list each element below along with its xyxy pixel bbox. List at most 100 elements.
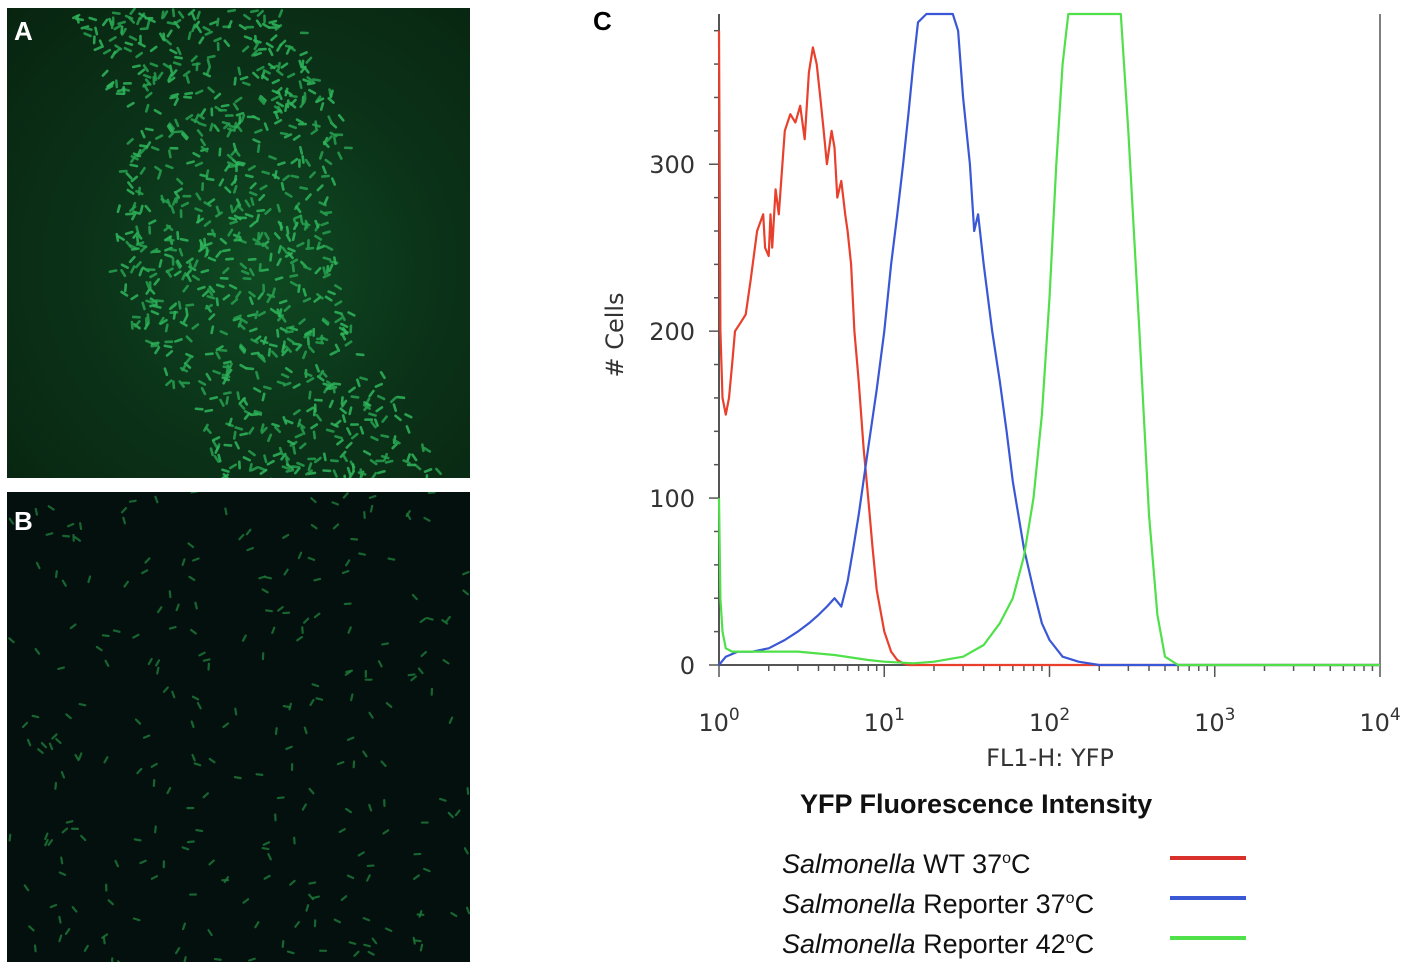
bacterium [450, 911, 458, 918]
bacterium [289, 280, 299, 287]
bacterium [301, 154, 305, 164]
bacterium [338, 828, 346, 834]
bacterium [221, 248, 231, 253]
bacterium [139, 204, 144, 214]
bacterium [165, 164, 174, 170]
bacterium [138, 243, 148, 249]
bacterium [204, 426, 212, 434]
bacterium [232, 159, 240, 166]
bacterium [8, 833, 12, 842]
bacterium [267, 852, 272, 861]
bacterium [345, 441, 353, 449]
bacterium [281, 940, 285, 949]
bacterium [232, 430, 237, 440]
bacterium [442, 659, 450, 665]
bacterium [125, 172, 133, 180]
bacterium [265, 609, 273, 613]
bacterium [234, 707, 238, 716]
bacterium [290, 763, 294, 772]
bacterium [301, 222, 311, 227]
bacterium [302, 297, 312, 303]
bacterium [34, 507, 39, 516]
bacterium [160, 198, 169, 204]
bacterium [181, 363, 187, 372]
bacterium [266, 459, 275, 466]
bacterium [261, 652, 265, 661]
bacterium [281, 246, 288, 255]
bacterium [134, 261, 142, 269]
bacterium [78, 752, 83, 760]
bacterium [314, 219, 320, 229]
bacterium [306, 76, 315, 83]
bacterium [250, 465, 259, 472]
bacterium [137, 68, 146, 76]
bacterium [199, 138, 206, 147]
bacterium [367, 950, 375, 956]
bacterium [222, 294, 231, 301]
bacterium [254, 310, 259, 320]
bacterium [250, 338, 259, 344]
bacterium [375, 406, 384, 413]
bacterium [448, 716, 454, 724]
bacterium [102, 936, 106, 945]
bacterium [273, 232, 281, 240]
bacterium [350, 423, 360, 426]
bacterium [336, 761, 345, 766]
bacterium [271, 78, 280, 85]
bacterium [126, 188, 135, 195]
bacterium [44, 832, 49, 841]
bacterium [445, 615, 451, 623]
bacterium [218, 147, 222, 157]
bacterium [141, 569, 149, 575]
bacterium [179, 320, 188, 327]
bacterium [343, 474, 347, 478]
bacterium [302, 78, 311, 84]
panel-label-b: B [14, 506, 33, 536]
bacterium [314, 234, 323, 241]
bacterium [174, 130, 184, 134]
bacterium [380, 434, 390, 439]
bacterium [191, 695, 200, 701]
bacterium [223, 39, 231, 48]
bacterium [170, 92, 180, 98]
bacterium [423, 446, 432, 453]
bacterium [320, 334, 324, 344]
bacterium [285, 233, 292, 242]
bacterium [139, 166, 146, 175]
bacterium [374, 382, 384, 388]
bacterium [262, 336, 268, 345]
bacterium [305, 193, 312, 201]
bacterium [420, 821, 429, 824]
bacterium [185, 303, 195, 307]
bacterium [174, 194, 180, 204]
bacterium [228, 164, 238, 169]
bacterium [357, 471, 367, 476]
bacterium [261, 22, 270, 29]
bacterium [307, 462, 313, 471]
bacterium [165, 379, 173, 387]
bacterium [266, 295, 273, 304]
bacterium [257, 47, 267, 51]
bacterium [181, 272, 187, 281]
bacterium [325, 245, 334, 251]
bacterium [172, 310, 177, 320]
bacterium [190, 720, 195, 729]
bacterium [261, 846, 270, 851]
bacterium [258, 575, 267, 580]
bacterium [105, 883, 108, 892]
bacterium [298, 80, 303, 90]
bacterium [302, 350, 307, 360]
bacterium [164, 340, 174, 344]
bacterium [101, 933, 109, 939]
bacterium [410, 675, 418, 682]
bacterium [299, 442, 307, 450]
bacterium [239, 344, 246, 353]
bacterium [224, 507, 228, 516]
bacterium [417, 667, 424, 675]
bacterium [324, 158, 333, 166]
bacterium [260, 426, 268, 434]
bacterium [404, 413, 413, 419]
bacterium [297, 422, 306, 429]
bacterium [218, 178, 225, 187]
bacterium [363, 401, 372, 407]
